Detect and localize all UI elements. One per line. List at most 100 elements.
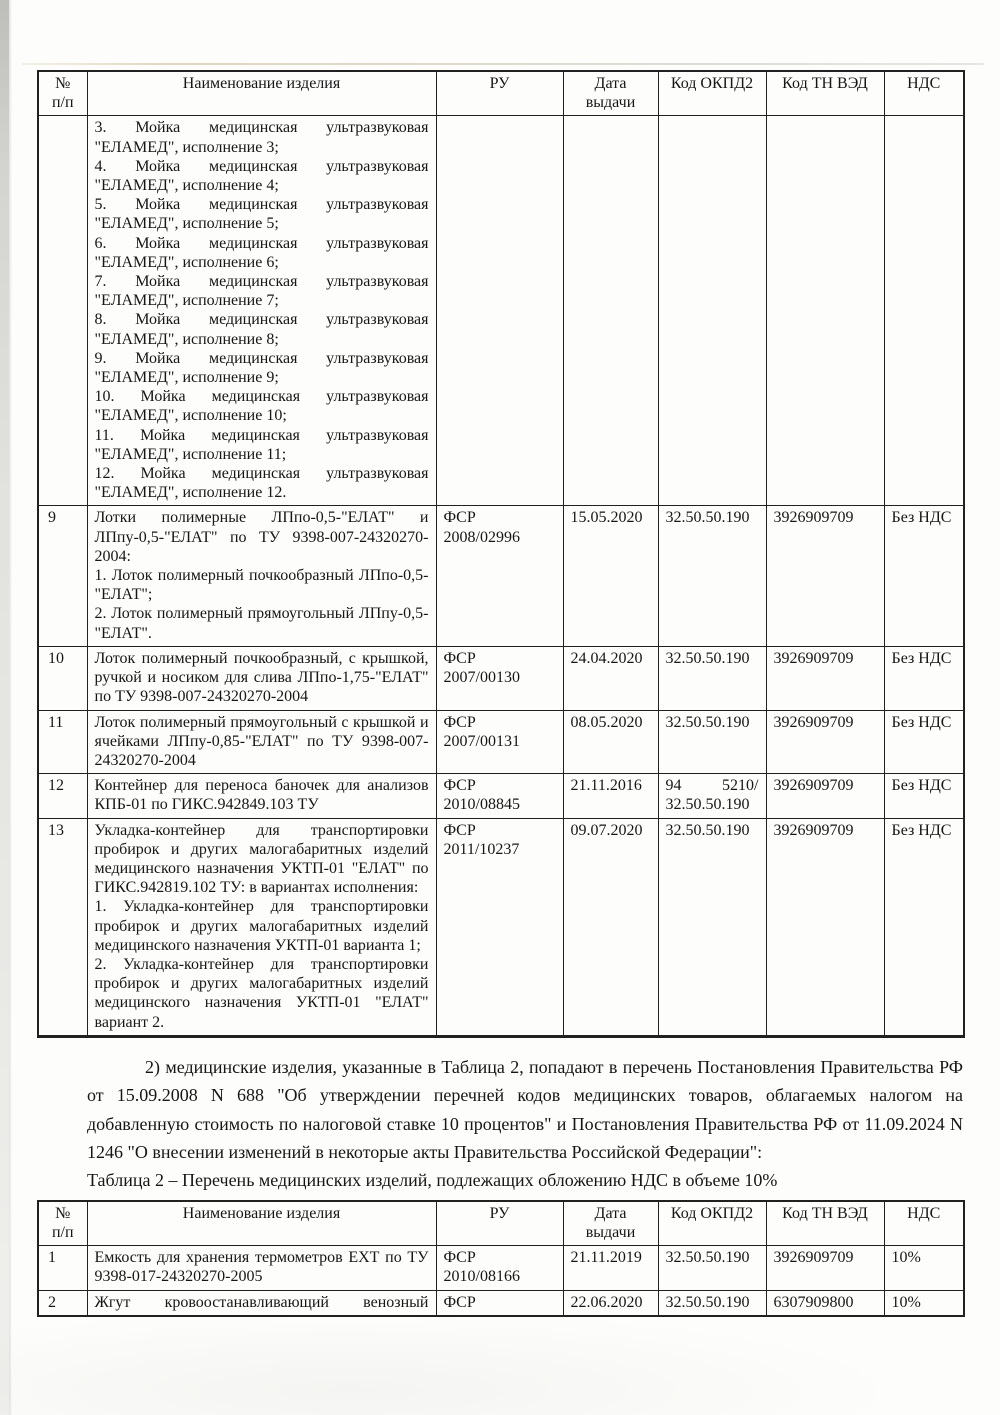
scan-edge-artifact bbox=[0, 0, 12, 1415]
cell-text: ФСР bbox=[443, 713, 476, 731]
table-row: 10 Лоток полимерный почкообразный, с крыш… bbox=[37, 645, 965, 711]
cell-num: 11 bbox=[37, 709, 88, 775]
cell-okpd2 bbox=[657, 115, 767, 507]
table-row: 9 Лотки полимерные ЛПпо-0,5-"ЕЛАТ" и ЛПпу… bbox=[37, 505, 965, 647]
table-row: 3. Мойка медицинская ультразвуковая "ЕЛА… bbox=[37, 115, 965, 507]
cell-text: 2007/00131 bbox=[443, 732, 520, 750]
cell-text: Укладка-контейнер для транспортировки пр… bbox=[94, 821, 429, 897]
cell-num bbox=[37, 115, 88, 507]
table-1-body: 3. Мойка медицинская ультразвуковая "ЕЛА… bbox=[37, 115, 965, 1037]
header-line: № bbox=[55, 75, 71, 92]
cell-text: 10% bbox=[891, 1293, 921, 1311]
header-line: Дата bbox=[594, 1204, 627, 1222]
table-1-products-no-vat: № п/п Наименование изделия РУ Дата выдачи Код … bbox=[37, 70, 965, 1038]
cell-date: 08.05.2020 bbox=[562, 709, 659, 775]
cell-text: Без НДС bbox=[891, 713, 952, 731]
header-line: Наименование изделия bbox=[182, 75, 341, 92]
cell-text: ФСР bbox=[443, 649, 476, 667]
cell-nds: Без НДС bbox=[883, 709, 965, 775]
table-2-caption: Таблица 2 – Перечень медицинских изделий… bbox=[87, 1170, 778, 1191]
cell-text: 13 bbox=[48, 821, 64, 839]
table-1-header: № п/п Наименование изделия РУ Дата выдачи Код … bbox=[37, 70, 965, 117]
cell-text: 21.11.2019 bbox=[570, 1249, 642, 1267]
cell-okpd2: 32.50.50.190 bbox=[657, 817, 767, 1037]
table-row: 1 Емкость для хранения термометров ЕХТ по… bbox=[37, 1245, 965, 1291]
cell-text: 5. Мойка медицинская ультразвуковая "ЕЛА… bbox=[94, 196, 429, 233]
cell-text: 3926909709 bbox=[773, 777, 854, 795]
cell-ru: ФСР 2011/10237 bbox=[435, 817, 564, 1037]
header-line: выдачи bbox=[585, 94, 636, 112]
cell-tnved: 3926909709 bbox=[765, 773, 885, 819]
cell-text: 9 bbox=[48, 509, 56, 527]
cell-text: 11. Мойка медицинская ультразвуковая "ЕЛ… bbox=[94, 426, 429, 463]
cell-text: 8. Мойка медицинская ультразвуковая "ЕЛА… bbox=[94, 311, 429, 348]
column-header-okpd2: Код ОКПД2 bbox=[657, 70, 767, 117]
cell-text: ФСР bbox=[443, 1293, 476, 1311]
paragraph-vat-10-listing: 2) медицинские изделия, указанные в Табл… bbox=[87, 1056, 963, 1162]
cell-nds bbox=[883, 115, 965, 507]
header-row: № п/п Наименование изделия РУ Дата выдачи Код … bbox=[37, 70, 965, 117]
column-header-ru: РУ bbox=[435, 70, 564, 117]
cell-text: 3926909709 bbox=[773, 821, 854, 839]
cell-okpd2: 32.50.50.190 bbox=[657, 1245, 767, 1291]
cell-text: Емкость для хранения термометров ЕХТ по … bbox=[94, 1249, 429, 1286]
cell-name: Укладка-контейнер для транспортировки пр… bbox=[86, 817, 437, 1037]
cell-text: 2010/08166 bbox=[443, 1268, 520, 1286]
cell-tnved: 6307909800 bbox=[765, 1289, 885, 1317]
cell-date: 15.05.2020 bbox=[562, 505, 659, 647]
cell-date: 21.11.2019 bbox=[562, 1245, 659, 1291]
cell-tnved: 3926909709 bbox=[765, 709, 885, 775]
cell-ru: ФСР 2010/08845 bbox=[435, 773, 564, 819]
cell-text: 3926909709 bbox=[773, 509, 854, 527]
cell-name: Емкость для хранения термометров ЕХТ по … bbox=[86, 1245, 437, 1291]
cell-text: 22.06.2020 bbox=[570, 1293, 643, 1311]
cell-text: 12 bbox=[48, 777, 64, 795]
cell-text: Лотки полимерные ЛПпо-0,5-"ЕЛАТ" и ЛПпу-… bbox=[94, 509, 429, 565]
cell-tnved: 3926909709 bbox=[765, 817, 885, 1037]
cell-ru: ФСР 2010/08166 bbox=[435, 1245, 564, 1291]
header-line: выдачи bbox=[585, 1223, 636, 1241]
cell-name: Лоток полимерный прямоугольный с крышкой… bbox=[86, 709, 437, 775]
column-header-nds: НДС bbox=[883, 70, 965, 117]
cell-text: 9. Мойка медицинская ультразвуковая "ЕЛА… bbox=[94, 349, 429, 387]
header-line: Дата bbox=[594, 75, 627, 92]
cell-nds: Без НДС bbox=[883, 645, 965, 711]
cell-text: 1. Лоток полимерный почкообразный ЛПпо-0… bbox=[94, 567, 429, 604]
cell-nds: Без НДС bbox=[883, 773, 965, 819]
column-header-nds: НДС bbox=[883, 1200, 965, 1247]
cell-okpd2: 32.50.50.190 bbox=[657, 505, 767, 647]
header-line: Код ТН ВЭД bbox=[782, 75, 868, 92]
cell-text: 32.50.50.190 bbox=[665, 1293, 750, 1311]
cell-okpd2: 32.50.50.190 bbox=[657, 709, 767, 775]
cell-okpd2: 32.50.50.190 bbox=[657, 645, 767, 711]
cell-ru: ФСР bbox=[435, 1289, 564, 1317]
cell-num: 10 bbox=[37, 645, 88, 711]
cell-text: 4. Мойка медицинская ультразвуковая "ЕЛА… bbox=[94, 157, 429, 195]
cell-text: 1. Укладка-контейнер для транспортировки… bbox=[94, 898, 429, 954]
cell-name: 3. Мойка медицинская ультразвуковая "ЕЛА… bbox=[86, 115, 437, 507]
header-line: п/п bbox=[51, 1223, 74, 1241]
cell-text: Без НДС bbox=[891, 649, 952, 667]
cell-text: 2007/00130 bbox=[443, 669, 520, 687]
cell-text: 2. Лоток полимерный прямоугольный ЛПпу-0… bbox=[94, 605, 429, 642]
cell-text: Без НДС bbox=[891, 777, 952, 795]
cell-okpd2: 32.50.50.190 bbox=[657, 1289, 767, 1317]
cell-text: 21.11.2016 bbox=[570, 777, 642, 795]
scan-line-artifact bbox=[22, 63, 984, 65]
cell-text: 2. Укладка-контейнер для транспортировки… bbox=[94, 955, 429, 1031]
column-header-tnved: Код ТН ВЭД bbox=[765, 1200, 885, 1247]
cell-text: Без НДС bbox=[891, 509, 952, 527]
cell-nds: Без НДС bbox=[883, 505, 965, 647]
cell-tnved: 3926909709 bbox=[765, 505, 885, 647]
cell-text: 32.50.50.190 bbox=[665, 1249, 750, 1267]
column-header-num: № п/п bbox=[37, 70, 88, 117]
cell-text: 10. Мойка медицинская ультразвуковая "ЕЛ… bbox=[94, 388, 429, 425]
cell-text: 10 bbox=[48, 649, 64, 667]
cell-text: 32.50.50.190 bbox=[665, 821, 750, 839]
cell-text: ФСР bbox=[443, 1249, 476, 1267]
header-line: РУ bbox=[489, 75, 510, 92]
cell-text: Жгут кровоостанавливающий венозный bbox=[94, 1293, 429, 1311]
cell-num: 9 bbox=[37, 505, 88, 647]
cell-num: 1 bbox=[37, 1245, 88, 1291]
header-row: № п/п Наименование изделия РУ Дата выдачи Код … bbox=[37, 1200, 965, 1247]
